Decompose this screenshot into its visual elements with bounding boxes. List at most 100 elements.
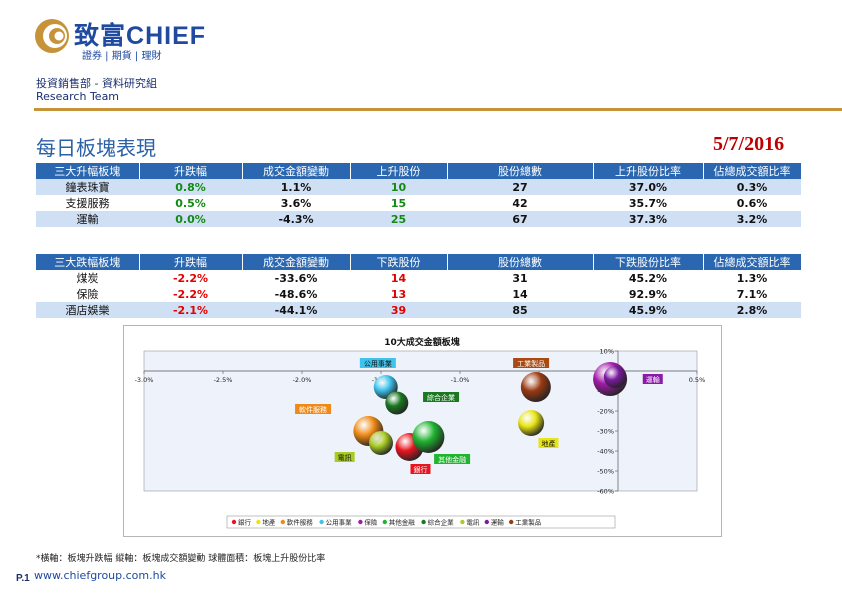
y-tick-label: -50% (597, 468, 614, 476)
legend-label: 銀行 (238, 518, 252, 527)
bubble-label: 運輸 (646, 375, 660, 384)
website-link[interactable]: www.chiefgroup.com.hk (34, 569, 166, 582)
bubble-label-box (359, 358, 396, 368)
total-count: 42 (512, 196, 528, 210)
falling-count: 14 (390, 271, 407, 285)
x-tick-label: 0.5% (689, 376, 706, 384)
table-header-cell: 股份總數 (447, 254, 594, 270)
total-count: 85 (447, 302, 593, 318)
sector-change: -2.2% (172, 287, 209, 301)
bubble-label-box (538, 438, 559, 448)
sector-name: 運輸 (36, 211, 139, 227)
sector-name: 煤炭 (76, 272, 99, 285)
rising-count: 25 (350, 211, 447, 227)
table-header-row: 三大跌幅板塊 升跌幅 成交金額變動 下跌股份 股份總數 下跌股份比率 佔總成交額… (36, 254, 802, 270)
chart-title: 10大成交金額板塊 (384, 336, 460, 348)
table-row: 鐘表珠寶 0.8% 1.1% 10 27 37.0% 0.3% (36, 179, 801, 195)
total-count: 14 (512, 287, 528, 301)
legend-label: 運輸 (491, 518, 505, 527)
bubble (412, 421, 445, 453)
table-header-cell: 成交金額變動 (242, 254, 351, 270)
y-tick-label: 10% (600, 348, 614, 356)
turnover-share: 7.1% (736, 287, 768, 301)
sector-change: 0.0% (139, 211, 242, 227)
bubble-label-box (434, 454, 471, 464)
department-label: 投資銷售部 - 資料研究組 (36, 77, 157, 90)
legend-marker (319, 519, 324, 525)
falling-ratio: 45.2% (628, 271, 668, 285)
bubble-label: 銀行 (414, 465, 428, 474)
table-header-cell: 下跌股份 (350, 254, 448, 270)
turnover-change: -33.6% (274, 271, 318, 285)
sector-change: -2.1% (139, 302, 242, 318)
legend-label: 工業製品 (515, 518, 541, 527)
brand-tagline: 證券 | 期貨 | 理財 (82, 51, 162, 62)
legend-marker (382, 519, 387, 525)
legend-label: 電訊 (466, 518, 480, 527)
table-row: 酒店娛樂 -2.1% -44.1% 39 85 45.9% 2.8% (36, 302, 801, 318)
turnover-share: 0.6% (736, 196, 768, 210)
sector-name: 保險 (76, 288, 99, 301)
brand-name: 致富CHIEF (74, 16, 206, 52)
bubble-label-box (295, 404, 332, 414)
bubble (520, 372, 551, 402)
brand-name-cn: 致富 (74, 22, 127, 50)
table-header-cell: 三大升幅板塊 (36, 163, 140, 179)
table-header-cell: 三大跌幅板塊 (36, 254, 140, 270)
legend-marker (421, 519, 426, 525)
legend-marker (231, 519, 237, 525)
table-header-cell: 上升股份 (350, 163, 448, 179)
bubble-label-box (642, 374, 663, 384)
turnover-change: -48.6% (274, 287, 318, 301)
table-row: 煤炭 -2.2% -33.6% 14 31 45.2% 1.3% (36, 270, 801, 286)
turnover-change: -4.3% (242, 211, 350, 227)
total-count: 67 (447, 211, 593, 227)
sector-name: 鐘表珠寶 (36, 179, 139, 195)
report-date: 5/7/2016 (713, 133, 785, 155)
rising-count: 15 (390, 196, 407, 210)
legend-label: 保險 (364, 518, 378, 527)
top-losers-table: 三大跌幅板塊 升跌幅 成交金額變動 下跌股份 股份總數 下跌股份比率 佔總成交額… (36, 254, 802, 318)
bubble-label: 軟件服務 (299, 405, 327, 414)
x-tick-label: -3.0% (135, 376, 154, 384)
report-title: 每日板塊表現 (36, 136, 156, 160)
legend-marker (460, 519, 465, 525)
chart-footnote: *橫軸：板塊升跌幅 縱軸：板塊成交額變動 球體面積：板塊上升股份比率 (36, 554, 326, 564)
turnover-change: 1.1% (242, 179, 350, 195)
legend-marker (484, 519, 489, 525)
rising-count: 10 (350, 179, 447, 195)
turnover-change: -44.1% (242, 302, 350, 318)
falling-count: 39 (350, 302, 447, 318)
legend-marker (358, 519, 363, 525)
table-header-cell: 佔總成交額比率 (703, 254, 802, 270)
table-header-cell: 升跌幅 (139, 254, 243, 270)
sector-change: 0.8% (139, 179, 242, 195)
table-header-row: 三大升幅板塊 升跌幅 成交金額變動 上升股份 股份總數 上升股份比率 佔總成交額… (36, 163, 802, 179)
bubble-label-box (410, 464, 431, 474)
bubble (385, 391, 409, 415)
turnover-change: 3.6% (280, 196, 312, 210)
bubble-label: 綜合企業 (427, 393, 455, 402)
bubble-chart: 10大成交金額板塊 -3.0%-2.5%-2.0%-1.5%-1.0%-0.5%… (135, 336, 706, 529)
sector-name: 酒店娛樂 (36, 302, 139, 318)
total-count: 27 (447, 179, 593, 195)
bubble-label: 其他金融 (438, 455, 466, 464)
rising-ratio: 37.0% (593, 179, 703, 195)
table-header-cell: 成交金額變動 (242, 163, 351, 179)
legend-marker (280, 519, 285, 525)
y-tick-label: -40% (597, 448, 614, 456)
brand-name-en: CHIEF (126, 22, 207, 50)
table-header-cell: 佔總成交額比率 (703, 163, 802, 179)
legend-label: 軟件服務 (287, 518, 314, 527)
y-tick-label: -60% (597, 488, 614, 496)
legend-label: 其他金融 (389, 518, 416, 527)
legend-marker (509, 519, 514, 525)
falling-ratio: 45.9% (593, 302, 703, 318)
turnover-share: 3.2% (703, 211, 801, 227)
turnover-share: 0.3% (703, 179, 801, 195)
top-gainers-table: 三大升幅板塊 升跌幅 成交金額變動 上升股份 股份總數 上升股份比率 佔總成交額… (36, 163, 802, 227)
page-number: P.1 (16, 573, 30, 584)
x-tick-label: -2.5% (214, 376, 233, 384)
rising-ratio: 35.7% (628, 196, 668, 210)
sector-change: -2.2% (172, 271, 209, 285)
